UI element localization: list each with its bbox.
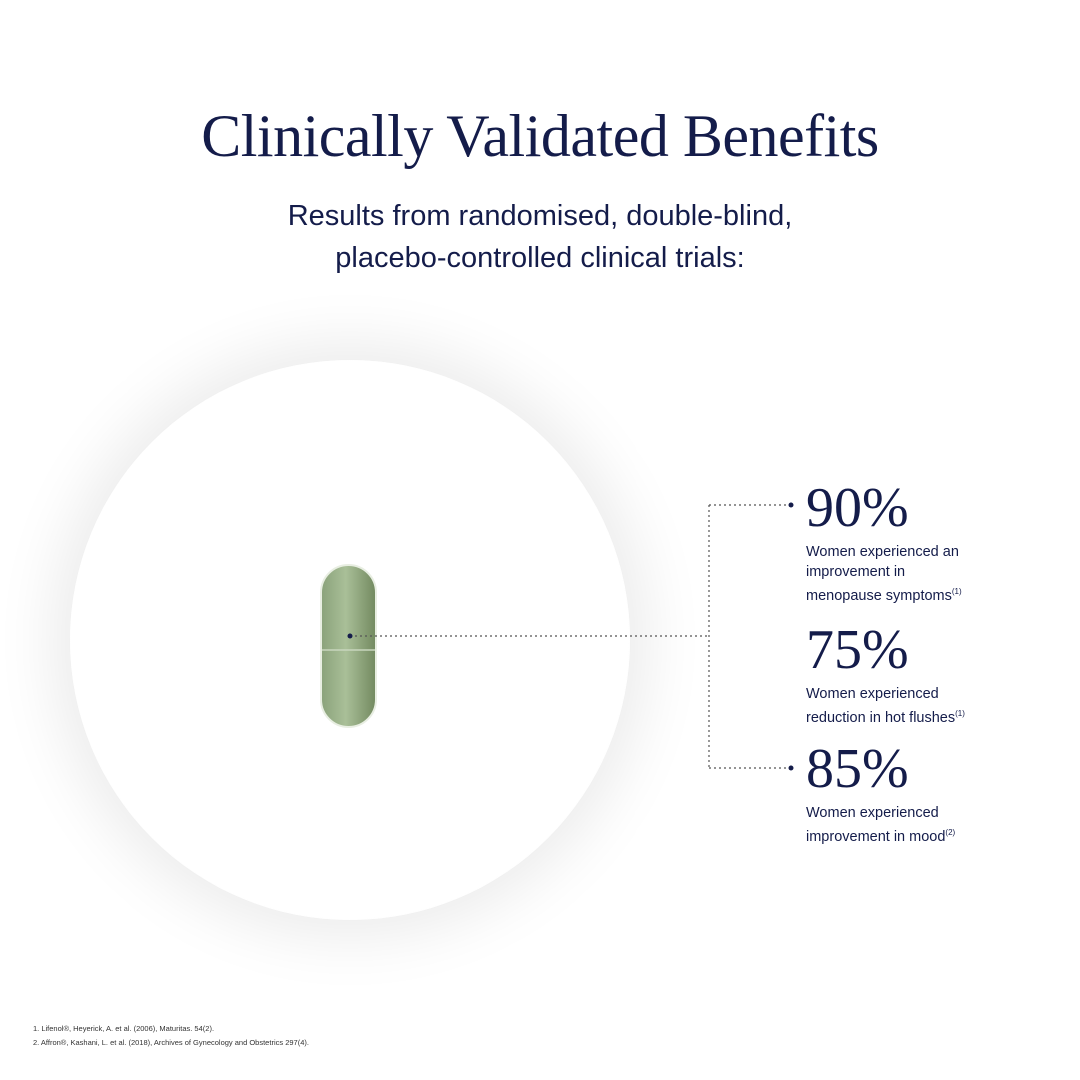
stat-text: Women experienced reduction in hot flushe…: [806, 684, 965, 728]
line: Women experienced: [806, 686, 939, 702]
dot: [788, 502, 794, 508]
dot: [788, 765, 794, 771]
stat-value: 90%: [806, 477, 909, 539]
footnote: 1. Lifenol®, Heyerick, A. et al. (2006),…: [33, 1024, 215, 1033]
note: (1): [951, 587, 962, 596]
connectors: [350, 504, 789, 769]
line: improvement in: [806, 564, 906, 580]
stat: 85% Women experienced improvement in mood…: [806, 741, 955, 847]
capsule: [320, 564, 377, 728]
line: Women experienced an: [806, 544, 959, 560]
line: reduction in hot flushes: [806, 710, 956, 726]
stat: 75% Women experienced reduction in hot fl…: [806, 622, 965, 728]
line: Women experienced: [806, 805, 939, 821]
stat-text: Women experienced improvement in mood(2): [806, 803, 955, 847]
stat-text: Women experienced an improvement in menopa…: [806, 542, 962, 606]
dot: [347, 633, 353, 639]
subtitle: placebo-controlled clinical trials:: [335, 242, 745, 274]
footnote: 2. Affron®, Kashani, L. et al. (2018), A…: [33, 1038, 309, 1047]
stat: 90% Women experienced an improvement in me…: [806, 480, 962, 606]
stat-value: 85%: [806, 738, 909, 800]
line: menopause symptoms: [806, 588, 952, 604]
subtitle: Results from randomised, double-blind,: [287, 200, 793, 232]
note: (2): [945, 828, 956, 837]
line: improvement in mood: [806, 829, 946, 845]
title: Clinically Validated Benefits: [201, 103, 879, 169]
stat-value: 75%: [806, 619, 909, 681]
note: (1): [955, 709, 965, 718]
